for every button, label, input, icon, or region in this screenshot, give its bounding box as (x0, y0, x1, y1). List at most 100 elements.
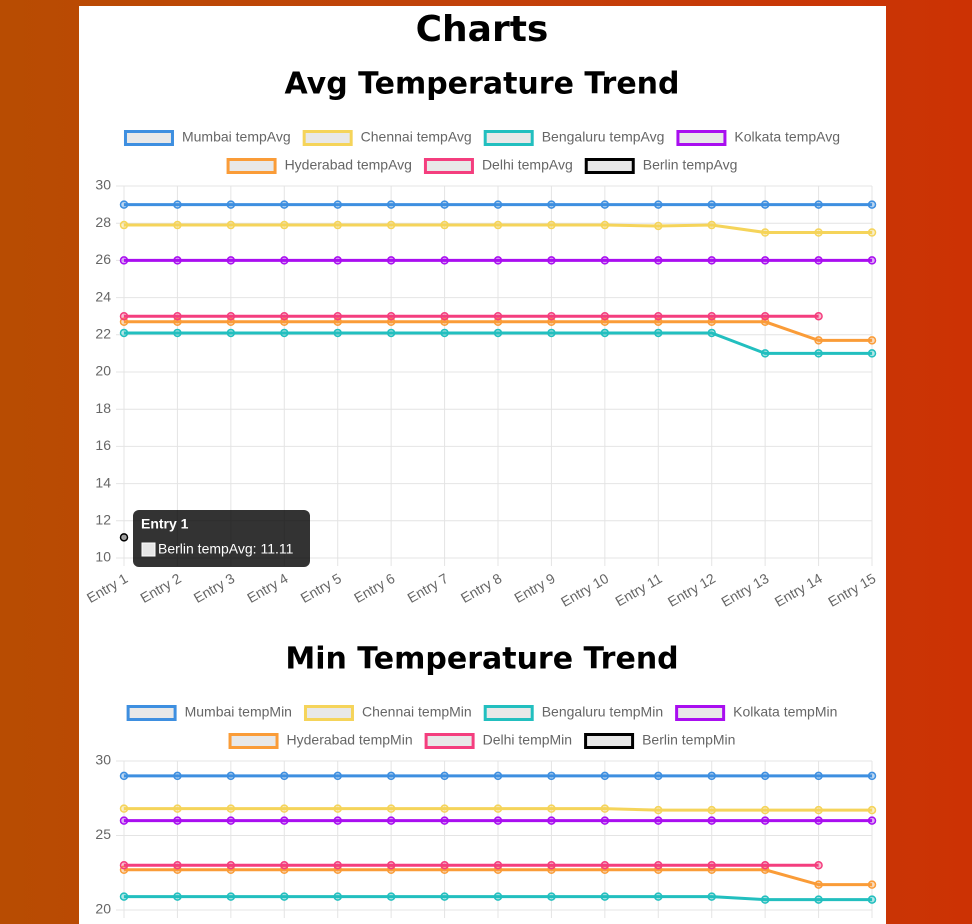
page-title: Charts (416, 9, 549, 50)
data-point (173, 200, 182, 209)
data-point (173, 256, 182, 265)
data-point (440, 311, 449, 321)
data-point (654, 805, 663, 815)
data-point (493, 771, 503, 781)
data-point (707, 311, 716, 321)
data-point (814, 336, 823, 345)
series-line (124, 223, 872, 234)
data-point (760, 861, 770, 870)
data-point (226, 311, 236, 321)
data-point (119, 816, 129, 825)
data-point (654, 328, 663, 338)
data-point (119, 311, 129, 321)
legend-swatch (483, 705, 534, 721)
data-point (867, 256, 877, 265)
data-point (547, 892, 556, 901)
data-point (493, 311, 503, 321)
legend-label: Chennai tempMin (362, 704, 472, 720)
data-point (440, 200, 449, 209)
data-point (600, 861, 610, 870)
data-point (707, 861, 716, 870)
data-point (707, 816, 716, 825)
data-point (867, 349, 877, 358)
data-point (760, 256, 770, 265)
y-tick-label: 30 (95, 752, 111, 768)
data-point (867, 805, 877, 815)
series-line (124, 868, 872, 887)
data-point (814, 311, 823, 321)
data-point (333, 771, 342, 781)
data-point (814, 895, 823, 904)
data-point (119, 200, 129, 209)
data-point (280, 220, 289, 230)
data-point (440, 328, 449, 338)
legend-swatch (302, 130, 353, 146)
data-point (173, 804, 182, 813)
data-point (173, 328, 182, 338)
legend-item: Hyderabad tempAvg (226, 157, 412, 174)
legend-swatch (584, 733, 635, 749)
data-point (493, 328, 503, 338)
data-point (600, 816, 610, 825)
y-tick-label: 12 (95, 512, 111, 528)
data-point (386, 771, 396, 781)
data-point (226, 200, 236, 209)
data-point (600, 328, 610, 338)
data-point (707, 892, 716, 901)
data-point (547, 804, 556, 813)
data-point (707, 805, 716, 815)
legend-swatch (584, 158, 635, 174)
data-point (226, 771, 236, 781)
data-point (386, 256, 396, 265)
data-point (760, 895, 770, 904)
data-point (493, 892, 503, 901)
data-point (867, 200, 877, 209)
data-point (173, 816, 182, 825)
data-point (333, 892, 342, 901)
y-tick-label: 24 (95, 288, 111, 304)
data-point (600, 311, 610, 321)
data-point (173, 311, 182, 321)
y-tick-label: 30 (95, 177, 111, 193)
data-point (547, 861, 556, 870)
data-point (654, 256, 663, 265)
legend-label: Mumbai tempMin (185, 704, 292, 720)
data-point (814, 228, 823, 237)
data-point (173, 861, 182, 870)
data-point (707, 200, 716, 209)
data-point (440, 256, 449, 265)
data-point (600, 892, 610, 901)
data-point (226, 328, 236, 338)
legend-label: Delhi tempAvg (482, 157, 573, 173)
legend-item: Mumbai tempMin (126, 704, 292, 721)
data-point (440, 220, 449, 230)
data-point (867, 336, 877, 345)
data-point (333, 220, 342, 230)
data-point (440, 861, 449, 870)
legend-swatch (226, 158, 277, 174)
legend-item: Mumbai tempAvg (123, 129, 291, 146)
data-point (547, 328, 556, 338)
y-tick-label: 20 (95, 901, 111, 917)
legend-label: Hyderabad tempMin (287, 732, 413, 748)
data-point (119, 804, 129, 813)
chart-title: Avg Temperature Trend (285, 67, 680, 102)
data-point (493, 256, 503, 265)
data-point (547, 256, 556, 265)
data-point (440, 892, 449, 901)
data-point (280, 328, 289, 338)
data-point (119, 256, 129, 265)
tooltip-text: Berlin tempAvg: 11.11 (158, 541, 294, 557)
legend-swatch (676, 130, 727, 146)
data-point (493, 816, 503, 825)
data-point (654, 771, 663, 781)
data-point (333, 256, 342, 265)
data-point (440, 771, 449, 781)
data-point (280, 771, 289, 781)
data-point (867, 816, 877, 825)
data-point (600, 256, 610, 265)
legend-swatch (303, 705, 354, 721)
data-point (280, 861, 289, 870)
data-point (547, 311, 556, 321)
